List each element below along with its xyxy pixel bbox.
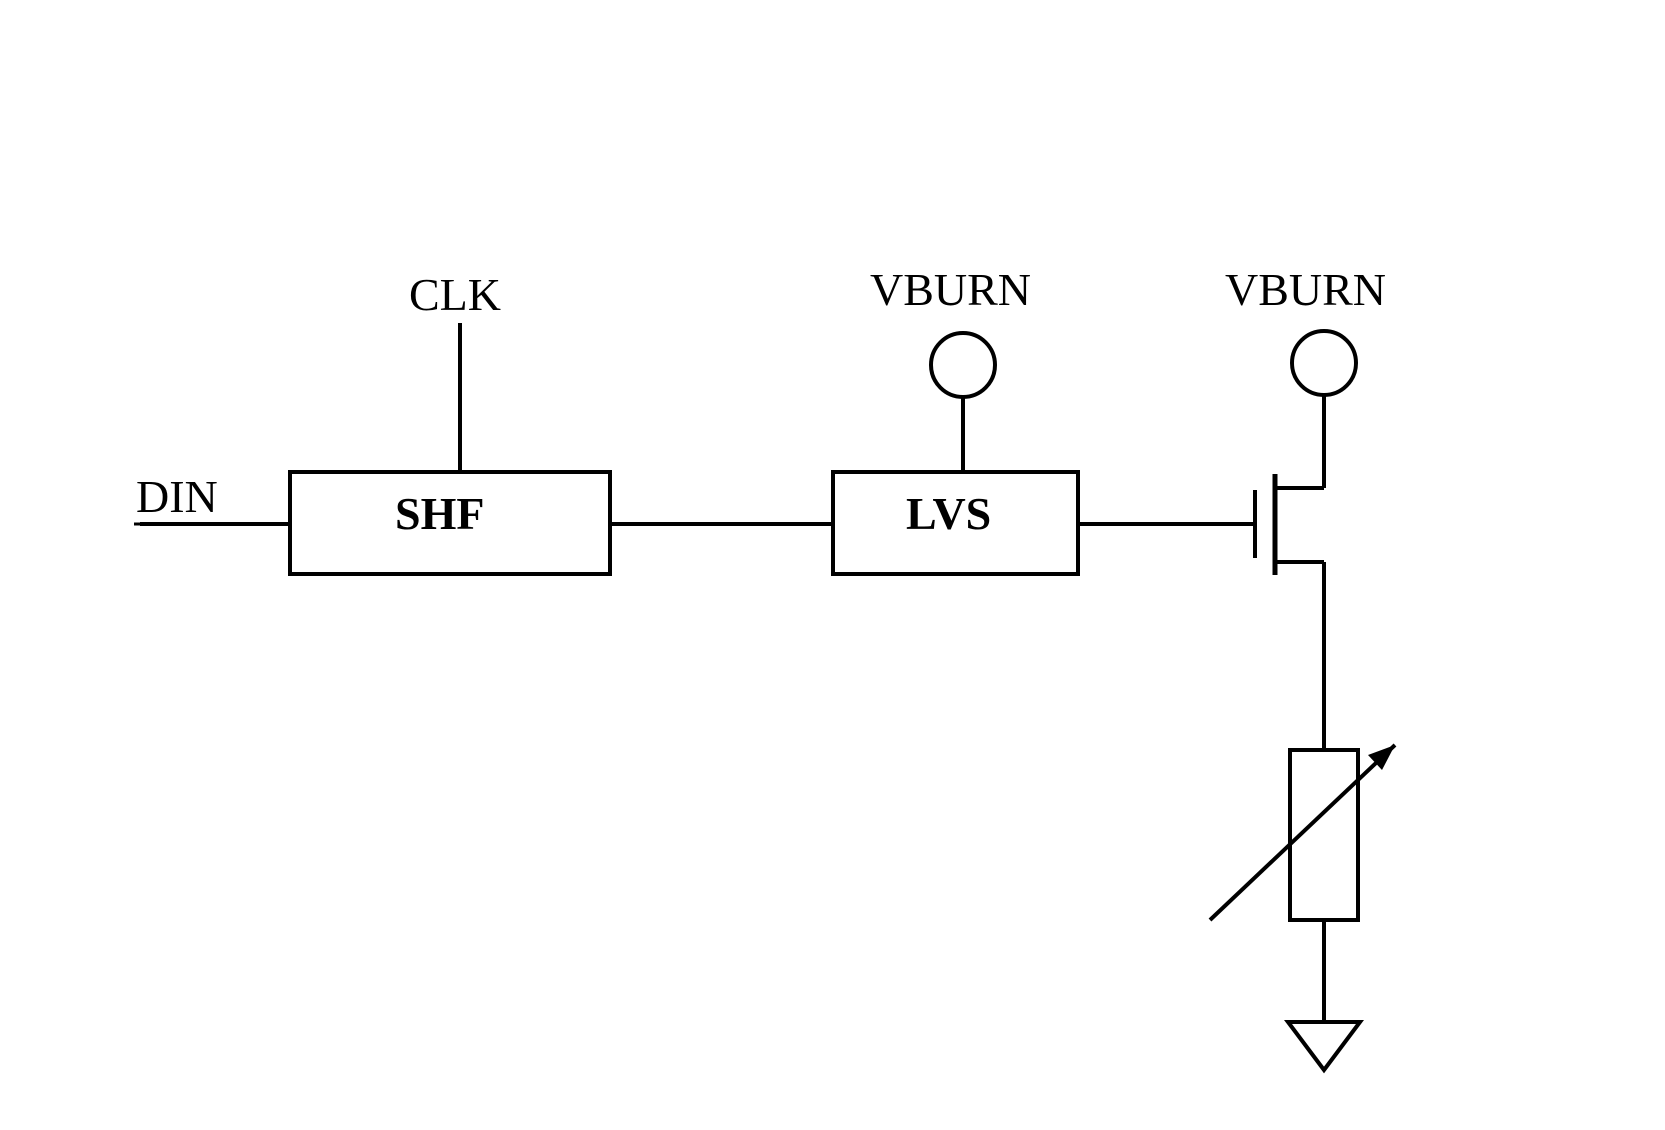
- clk-label: CLK: [409, 268, 501, 321]
- vburn1-terminal: [931, 333, 995, 397]
- ground-icon: [1288, 1022, 1360, 1070]
- vburn2-terminal: [1292, 331, 1356, 395]
- fuse-icon: [1210, 745, 1395, 920]
- mosfet-icon: [1255, 474, 1324, 575]
- din-label: DIN: [136, 470, 218, 523]
- circuit-diagram: [0, 0, 1665, 1130]
- shf-label: SHF: [395, 487, 484, 540]
- vburn2-label: VBURN: [1225, 263, 1386, 316]
- vburn1-label: VBURN: [870, 263, 1031, 316]
- lvs-label: LVS: [906, 487, 991, 540]
